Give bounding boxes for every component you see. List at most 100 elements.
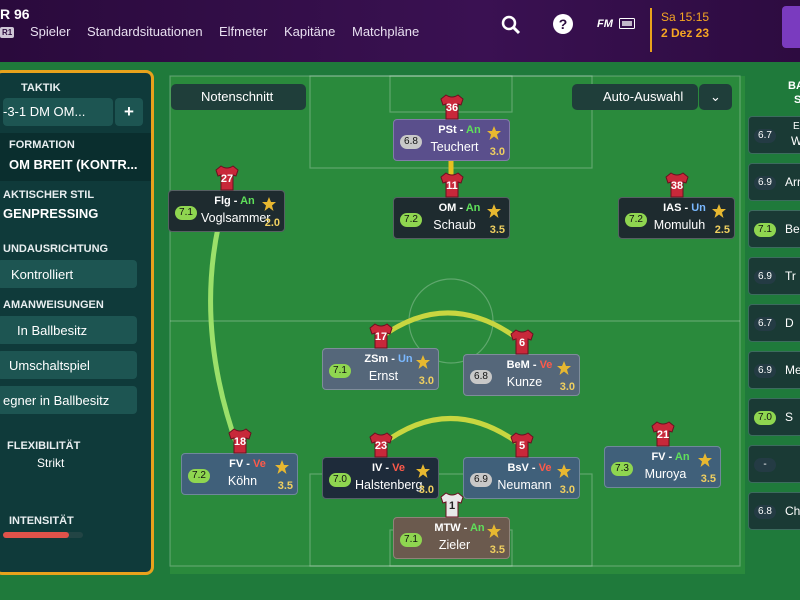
role-status: Ve xyxy=(252,458,266,470)
player-card[interactable]: FV - An Muroya 7.3 3.5 xyxy=(604,446,721,488)
position: IV xyxy=(371,462,383,474)
bench-rating: 6.7 xyxy=(754,317,776,331)
dropdown-button[interactable]: ⌄ xyxy=(699,84,732,110)
bench-rating: 7.1 xyxy=(754,223,776,237)
bench-player[interactable]: - xyxy=(748,445,800,483)
jersey: 18 xyxy=(227,427,253,455)
separator: - xyxy=(456,202,466,214)
tactic-select[interactable] xyxy=(3,98,113,126)
jersey: 6 xyxy=(509,328,535,356)
rating: 7.1 xyxy=(175,206,197,220)
bench-rating: - xyxy=(754,458,776,472)
nav-tab[interactable]: Kapitäne xyxy=(284,24,336,39)
bench-header: BA xyxy=(788,80,800,92)
star-rating: 3.5 xyxy=(700,473,716,485)
divider xyxy=(650,8,652,52)
rating-button[interactable]: Notenschnitt xyxy=(171,84,306,110)
club-name: R 96 xyxy=(0,6,30,22)
star-rating: 3.0 xyxy=(559,381,575,393)
player-card[interactable]: ZSm - Un Ernst 7.1 3.0 xyxy=(322,348,439,390)
nav-tab[interactable]: Matchpläne xyxy=(352,24,420,39)
section-label: TAKTIK xyxy=(21,82,61,94)
player-name: Momuluh xyxy=(653,218,706,232)
help-icon[interactable]: ? xyxy=(552,13,574,35)
badge: R1 xyxy=(0,27,15,38)
player-card[interactable]: BeM - Ve Kunze 6.8 3.0 xyxy=(463,354,580,396)
bench-name: D xyxy=(785,316,794,330)
bench-rating: 6.7 xyxy=(754,129,776,143)
bench-name: We xyxy=(791,134,800,148)
star-icon xyxy=(698,453,712,472)
mentality-select[interactable] xyxy=(0,260,137,288)
position-line: ZSm - Un xyxy=(363,353,414,365)
position-line: BsV - Ve xyxy=(504,462,555,474)
star-rating: 2.0 xyxy=(264,217,280,229)
bench-player[interactable]: 6.9 Tr xyxy=(748,257,800,295)
player-card[interactable]: BsV - Ve Neumann 6.9 3.0 xyxy=(463,457,580,499)
role-status: An xyxy=(466,124,481,136)
role-status: An xyxy=(674,451,690,463)
position-line: BeM - Ve xyxy=(504,359,555,371)
section-label: AMANWEISUNGEN xyxy=(3,299,104,311)
player-card[interactable]: Flg - An Voglsammer 7.1 2.0 xyxy=(168,190,285,232)
bench-player[interactable]: 6.7 E We xyxy=(748,116,800,154)
time: Sa 15:15 xyxy=(661,10,710,24)
jersey-number: 27 xyxy=(221,173,233,185)
player-card[interactable]: FV - Ve Köhn 7.2 3.5 xyxy=(181,453,298,495)
nav-tab[interactable]: Elfmeter xyxy=(219,24,268,39)
player-card[interactable]: MTW - An Zieler 7.1 3.5 xyxy=(393,517,510,559)
instruction-button[interactable] xyxy=(0,351,137,379)
jersey-number: 17 xyxy=(375,331,387,343)
section-label: UNDAUSRICHTUNG xyxy=(3,243,109,255)
position: PSt xyxy=(438,124,457,136)
bench-rating: 6.9 xyxy=(754,176,776,190)
position: OM xyxy=(438,202,457,214)
rating: 6.8 xyxy=(470,370,492,384)
svg-text:?: ? xyxy=(559,16,568,32)
player-card[interactable]: IV - Ve Halstenberg 7.0 3.0 xyxy=(322,457,439,499)
player-card[interactable]: OM - An Schaub 7.2 3.5 xyxy=(393,197,510,239)
add-button[interactable]: + xyxy=(115,98,143,126)
position-line: PSt - An xyxy=(434,124,485,136)
fm-label[interactable]: FM xyxy=(597,18,613,30)
position-line: FV - Ve xyxy=(222,458,273,470)
search-icon[interactable] xyxy=(500,14,522,36)
jersey-number: 23 xyxy=(375,440,387,452)
section-label: FLEXIBILITÄT xyxy=(7,440,81,452)
formation[interactable]: OM BREIT (KONTR... xyxy=(9,157,138,172)
jersey-number: 18 xyxy=(234,436,246,448)
player-card[interactable]: PSt - An Teuchert 6.8 3.0 xyxy=(393,119,510,161)
auto-button[interactable]: Auto-Auswahl xyxy=(572,84,698,110)
bench-name: Chri xyxy=(785,504,800,518)
player-name: Kunze xyxy=(506,375,543,389)
instruction-button[interactable] xyxy=(0,316,137,344)
nav-tab[interactable]: Standardsituationen xyxy=(87,24,203,39)
bench-player[interactable]: 6.7 D xyxy=(748,304,800,342)
nav-tab[interactable]: Spieler xyxy=(30,24,71,39)
bench-player[interactable]: 7.1 Besu xyxy=(748,210,800,248)
bench-player[interactable]: 6.9 Me xyxy=(748,351,800,389)
bench-player[interactable]: 7.0 S xyxy=(748,398,800,436)
role-status: An xyxy=(469,522,485,534)
jersey-number: 38 xyxy=(671,180,683,192)
position: IAS xyxy=(663,202,682,214)
instruction-button[interactable] xyxy=(0,386,137,414)
bench-name: Me xyxy=(785,363,800,377)
player-name: Zieler xyxy=(438,538,471,552)
position-line: OM - An xyxy=(434,202,485,214)
star-rating: 3.5 xyxy=(489,224,505,236)
continue-button[interactable] xyxy=(782,6,800,48)
rating: 7.0 xyxy=(329,473,351,487)
star-icon xyxy=(557,464,571,483)
bench-player[interactable]: 6.8 Chri xyxy=(748,492,800,530)
bench-player[interactable]: 6.9 Arr xyxy=(748,163,800,201)
player-card[interactable]: IAS - Un Momuluh 7.2 2.5 xyxy=(618,197,735,239)
position: FV xyxy=(229,458,244,470)
rating: 7.1 xyxy=(400,533,422,547)
date: 2 Dez 23 xyxy=(661,26,710,40)
instruction: egner in Ballbesitz xyxy=(3,393,110,408)
tactical-style[interactable]: GENPRESSING xyxy=(3,206,99,221)
keyboard-icon xyxy=(619,18,635,29)
